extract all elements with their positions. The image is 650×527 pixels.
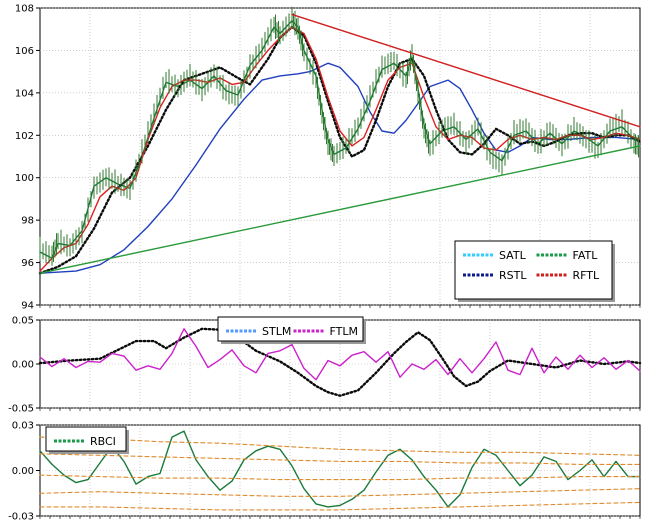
stlm-legend-box: [217, 316, 364, 342]
price-legend-label-rstl: RSTL: [499, 269, 527, 282]
stlm-ftlm-series: [39, 328, 641, 381]
rbci-band3-series: [39, 474, 641, 481]
rbci-band2-series: [39, 453, 641, 465]
stlm-ytick-label: 0.00: [12, 360, 34, 371]
rbci-ytick-label: -0.03: [8, 512, 34, 523]
price-ytick-label: 102: [15, 131, 34, 142]
stlm-stlm-series: [38, 327, 642, 397]
price-price-series: [39, 6, 639, 266]
rbci-band4-series: [39, 488, 641, 497]
rbci-legend-label-rbci: RBCI: [90, 435, 116, 448]
price-legend-label-fatl: FATL: [573, 249, 599, 262]
price-ytick-label: 100: [15, 173, 34, 184]
rbci-band1-series: [39, 436, 641, 456]
price-panel: 94 96 98 100 102 104 106 108: [15, 4, 642, 312]
price-rftl-series: [39, 26, 641, 272]
price-legend-box: [454, 240, 613, 300]
price-support-series: [39, 145, 641, 274]
price-ytick-label: 104: [15, 88, 34, 99]
stlm-ytick-label: 0.05: [12, 316, 34, 327]
price-ytick-label: 108: [15, 4, 34, 15]
price-legend-label-rftl: RFTL: [573, 269, 600, 282]
price-ytick-label: 96: [21, 258, 34, 269]
price-ytick-label: 98: [21, 216, 34, 227]
price-rstl-series: [38, 25, 642, 275]
stlm-legend-label-ftlm: FTLM: [330, 325, 358, 338]
price-ytick-label: 94: [21, 301, 34, 312]
stlm-legend: STLM FTLM: [217, 316, 366, 344]
rbci-band5-series: [39, 501, 641, 511]
price-ytick-label: 106: [15, 46, 34, 57]
stlm-ytick-label: -0.05: [8, 404, 34, 415]
rbci-legend-box: [45, 426, 127, 452]
price-legend-label-satl: SATL: [499, 249, 527, 262]
rbci-panel: 0.03 0.00 -0.03: [8, 421, 641, 523]
rbci-ytick-label: 0.00: [12, 466, 34, 477]
price-resistance-series: [291, 13, 641, 128]
price-legend: SATL FATL RSTL RFTL: [454, 240, 615, 302]
rbci-legend: RBCI: [45, 426, 129, 454]
rbci-ytick-label: 0.03: [12, 421, 34, 432]
stlm-legend-label-stlm: STLM: [262, 325, 291, 338]
